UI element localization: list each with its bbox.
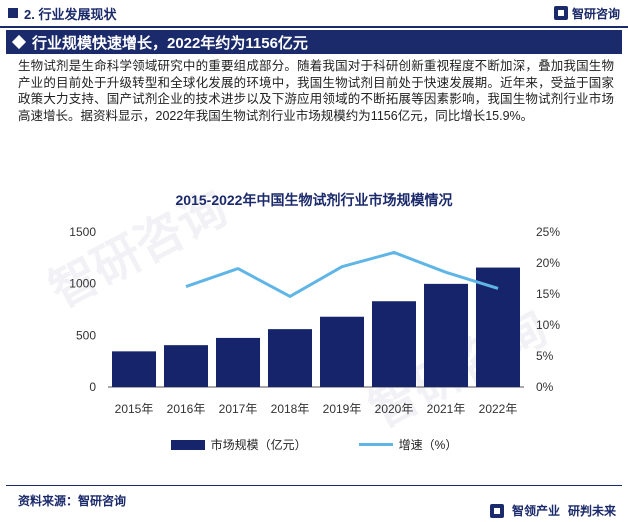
legend-label-line: 增速（%） [398, 438, 458, 452]
growth-rate-line [185, 250, 499, 298]
top-bar: 2. 行业发展现状 智研咨询 [0, 0, 628, 28]
logo: 智研咨询 [553, 5, 628, 22]
legend-item-line: 增速（%） [358, 436, 458, 453]
x-tick-label: 2019年 [323, 402, 362, 416]
bar [372, 301, 416, 387]
footer-divider [6, 485, 622, 486]
bar [476, 267, 520, 387]
x-tick-label: 2018年 [271, 402, 310, 416]
brand-right: 研判未来 [567, 504, 616, 518]
bar [112, 351, 156, 387]
footer-brand: 智领产业 研判未来 [489, 502, 616, 519]
bar [424, 283, 468, 387]
y-right-tick-label: 10% [536, 318, 560, 332]
bar [320, 316, 364, 387]
body-paragraph: 生物试剂是生命科学领域研究中的重要组成部分。随着我国对于科研创新重视程度不断加深… [18, 59, 614, 123]
x-tick-label: 2021年 [427, 402, 466, 416]
section-title: 2. 行业发展现状 [24, 6, 117, 22]
y-left-tick-label: 1500 [69, 225, 96, 239]
brand-logo-icon [489, 503, 504, 518]
chart-legend: 市场规模（亿元） 增速（%） [0, 436, 628, 453]
brand-left: 智领产业 [511, 504, 560, 518]
legend-label-bar: 市场规模（亿元） [210, 438, 307, 452]
chart-title: 2015-2022年中国生物试剂行业市场规模情况 [175, 192, 453, 208]
section-marker-icon [8, 8, 18, 18]
y-right-tick-label: 0% [536, 380, 554, 394]
legend-swatch-line [358, 443, 393, 446]
x-tick-label: 2015年 [115, 402, 154, 416]
legend-item-bar: 市场规模（亿元） [170, 436, 307, 453]
y-left-tick-label: 500 [76, 328, 96, 342]
y-right-tick-label: 5% [536, 349, 554, 363]
y-right-tick-label: 15% [536, 287, 560, 301]
logo-icon [553, 6, 568, 20]
x-tick-label: 2022年 [479, 402, 518, 416]
y-left-tick-label: 0 [89, 380, 96, 394]
legend-swatch-bar [170, 439, 205, 450]
x-tick-label: 2017年 [219, 402, 258, 416]
bar [216, 337, 260, 387]
headline-banner: 行业规模快速增长，2022年约为1156亿元 [6, 30, 622, 54]
bar [164, 345, 208, 387]
bar [268, 329, 312, 387]
headline-title: 行业规模快速增长，2022年约为1156亿元 [32, 34, 308, 52]
x-tick-label: 2020年 [375, 402, 414, 416]
y-right-tick-label: 20% [536, 256, 560, 270]
y-right-tick-label: 25% [536, 225, 560, 239]
x-tick-label: 2016年 [167, 402, 206, 416]
source-note: 资料来源：智研咨询 [18, 494, 127, 508]
logo-text: 智研咨询 [571, 6, 620, 21]
y-left-tick-label: 1000 [69, 277, 96, 291]
